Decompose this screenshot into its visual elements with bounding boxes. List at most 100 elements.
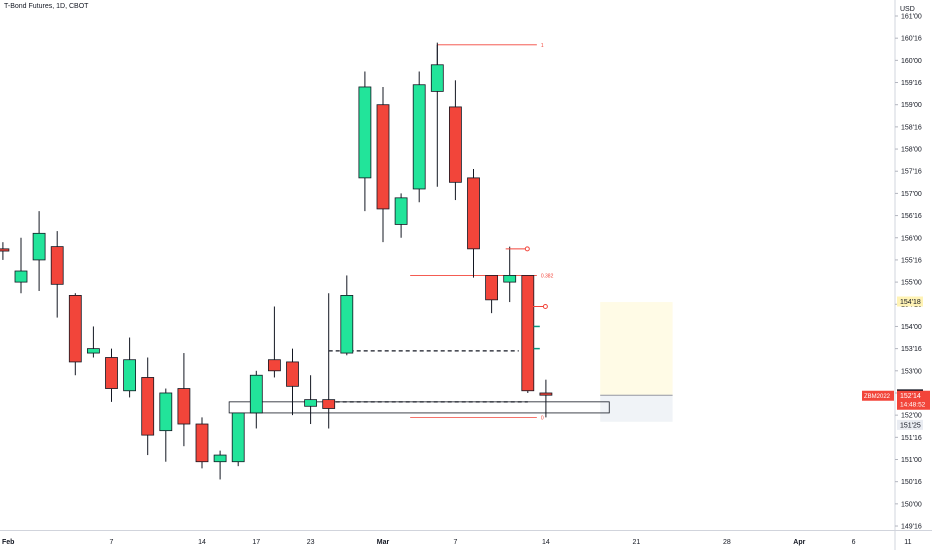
y-tick-label: 156'00 xyxy=(901,235,922,242)
candle-body xyxy=(68,295,82,363)
candle-body xyxy=(394,197,408,225)
candle xyxy=(14,237,28,294)
candle xyxy=(394,193,408,238)
candle xyxy=(485,275,499,314)
y-tick-label: 158'00 xyxy=(901,147,922,154)
x-tick-label: 23 xyxy=(307,539,315,546)
y-tick-label: 159'00 xyxy=(901,102,922,109)
candle xyxy=(467,169,480,278)
lower-price-text: 151'25 xyxy=(900,422,921,429)
candle xyxy=(213,450,227,480)
lower-price-badge xyxy=(897,419,923,430)
candle xyxy=(195,417,209,469)
candle xyxy=(304,375,318,425)
x-tick-label: 7 xyxy=(110,539,114,546)
candle-body xyxy=(195,423,209,463)
ray-end-handle xyxy=(542,303,548,309)
y-tick-label: 157'00 xyxy=(901,191,922,198)
y-tick-label: 155'16 xyxy=(901,257,922,264)
y-tick-label: 152'00 xyxy=(901,413,922,420)
candle xyxy=(159,388,173,462)
candle xyxy=(358,71,372,212)
x-tick-label: 28 xyxy=(723,539,731,546)
x-tick-label: 14 xyxy=(542,539,550,546)
y-tick-label: 158'16 xyxy=(901,124,922,131)
candle-body xyxy=(267,359,281,372)
y-tick-label: 149'16 xyxy=(901,524,922,531)
currency-label: USD xyxy=(900,6,915,13)
highlight-price-text: 154'18 xyxy=(900,299,921,306)
candle xyxy=(177,353,191,447)
y-tick-label: 160'16 xyxy=(901,36,922,43)
candle-body xyxy=(376,104,390,210)
candle xyxy=(50,231,64,318)
candle-body xyxy=(412,84,426,190)
countdown-text: 14:48:52 xyxy=(900,402,926,409)
candle xyxy=(249,370,263,429)
candle-body xyxy=(141,377,155,436)
candle-body xyxy=(340,295,354,354)
y-tick-label: 150'00 xyxy=(901,501,922,508)
candle-body xyxy=(521,275,535,392)
x-tick-label: 6 xyxy=(852,539,856,546)
candle-body xyxy=(358,86,372,179)
y-tick-label: 161'00 xyxy=(901,14,922,21)
candle-body xyxy=(14,270,28,283)
candle xyxy=(231,412,245,467)
x-tick-label: 7 xyxy=(453,539,457,546)
candle-body xyxy=(105,357,118,389)
candle xyxy=(430,42,444,187)
y-tick-label: 153'16 xyxy=(901,346,922,353)
candle xyxy=(141,357,155,456)
x-tick-label: Apr xyxy=(793,539,805,546)
candle xyxy=(376,86,390,243)
symbol-text: ZBM2022 xyxy=(864,394,891,400)
candle-body xyxy=(503,275,517,283)
candle-body xyxy=(159,392,173,432)
candle xyxy=(68,293,82,376)
candle xyxy=(539,379,553,418)
candle-body xyxy=(430,64,444,92)
candle-body xyxy=(231,412,245,463)
x-tick-label: 14 xyxy=(198,539,206,546)
x-tick-label: Feb xyxy=(2,539,14,546)
symbol-badge xyxy=(862,390,894,401)
candle-body xyxy=(177,388,191,425)
symbol-price-badge xyxy=(897,390,930,410)
y-tick-label: 153'00 xyxy=(901,368,922,375)
candle-body xyxy=(32,232,46,261)
candle xyxy=(0,242,10,260)
candle xyxy=(32,211,46,291)
fib-level-label: 1 xyxy=(541,43,544,49)
y-tick-label: 160'00 xyxy=(901,58,922,65)
y-tick-label: 156'16 xyxy=(901,213,922,220)
candle xyxy=(322,293,336,429)
candle-body xyxy=(322,399,336,409)
candle-body xyxy=(304,399,318,407)
target-zone-lower xyxy=(600,395,673,422)
y-tick-label: 159'16 xyxy=(901,80,922,87)
y-tick-label: 154'00 xyxy=(901,324,922,331)
candle-body xyxy=(123,359,136,392)
candle-body xyxy=(249,374,263,414)
chart-title: T-Bond Futures, 1D, CBOT xyxy=(4,3,89,10)
target-zone-upper xyxy=(600,302,673,396)
x-tick-label: Mar xyxy=(377,539,390,546)
highlight-price-badge xyxy=(897,296,923,307)
candle xyxy=(503,246,517,303)
ray-end-handle xyxy=(524,246,530,252)
y-tick-label: 150'16 xyxy=(901,479,922,486)
fib-level-label: 0 xyxy=(541,415,544,421)
y-tick-label: 157'16 xyxy=(901,169,922,176)
candle-body xyxy=(286,361,299,387)
candle xyxy=(521,275,535,393)
candle-body xyxy=(50,246,64,285)
x-tick-label: 11 xyxy=(904,539,911,546)
candle xyxy=(267,306,281,378)
symbol-price-text: 152'14 xyxy=(900,393,921,400)
candle xyxy=(105,348,118,402)
y-tick-label: 151'00 xyxy=(901,457,922,464)
candle-body xyxy=(539,392,553,396)
